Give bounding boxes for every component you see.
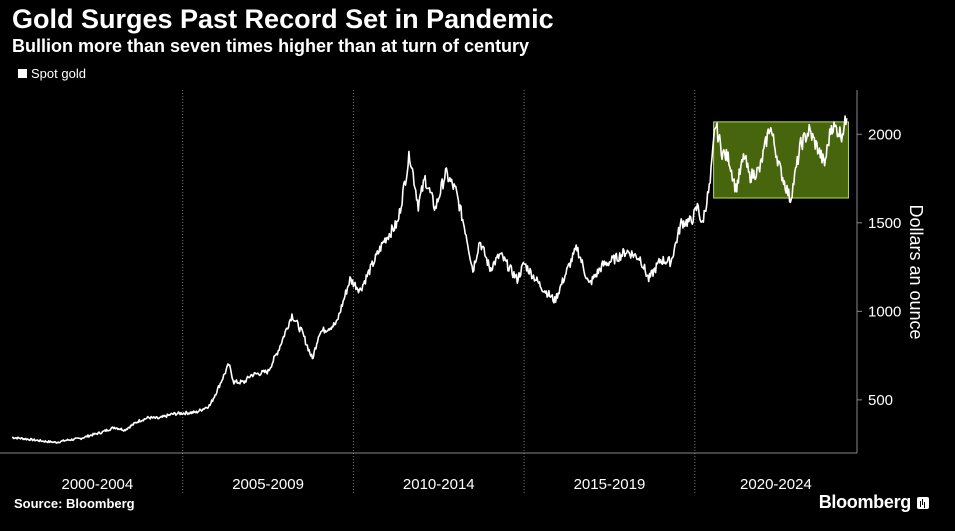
y-tick-label: 1500 [868,215,901,232]
chart-subtitle: Bullion more than seven times higher tha… [12,36,530,56]
brand-name: Bloomberg [818,492,912,512]
brand-logo: Bloomberg [819,492,929,513]
legend: Spot gold [18,66,86,81]
x-tick-label: 2005-2009 [232,476,304,493]
y-tick-label: 1000 [868,303,901,320]
y-tick-label: 500 [868,392,893,409]
y-axis-title: Dollars an ounce [906,204,926,339]
source-note: Source: Bloomberg [14,496,135,511]
x-tick-label: 2010-2014 [403,476,475,493]
spot-gold-line [12,115,848,444]
chart-title: Gold Surges Past Record Set in Pandemic [12,4,554,34]
y-tick-label: 2000 [868,126,901,143]
bar-chart-icon [917,496,929,509]
x-tick-label: 2000-2004 [61,476,133,493]
x-tick-label: 2020-2024 [740,476,812,493]
legend-swatch [18,69,27,78]
x-tick-label: 2015-2019 [574,476,646,493]
legend-label: Spot gold [31,66,86,81]
